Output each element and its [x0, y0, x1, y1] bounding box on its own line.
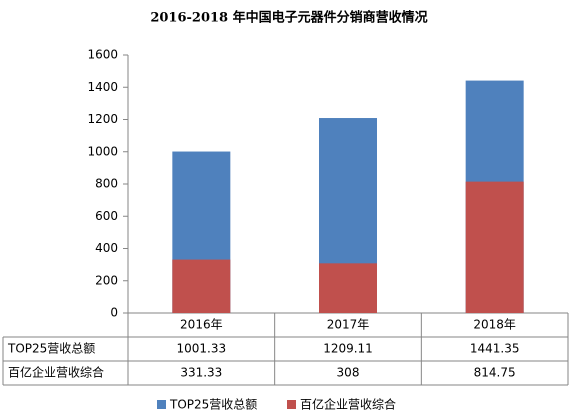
table-row-label: TOP25营收总额: [7, 342, 95, 356]
bar: [465, 181, 524, 313]
x-tick-label: 2017年: [327, 318, 370, 332]
legend-label: TOP25营收总额: [169, 398, 257, 412]
legend-swatch: [157, 400, 166, 409]
table-row-label: 百亿企业营收综合: [8, 365, 104, 380]
chart-title: 2016-2018 年中国电子元器件分销商营收情况: [150, 10, 427, 26]
bar: [319, 263, 377, 313]
y-tick-label: 600: [95, 209, 118, 223]
x-tick-label: 2018年: [473, 318, 516, 332]
x-tick-label: 2016年: [180, 318, 223, 332]
table-value: 308: [337, 366, 360, 380]
y-tick-label: 200: [95, 273, 118, 287]
table-value: 1001.33: [177, 342, 227, 356]
y-tick-label: 400: [95, 241, 118, 255]
bar: [172, 259, 231, 313]
legend-label: 百亿企业营收综合: [300, 397, 396, 412]
table-value: 1209.11: [323, 342, 373, 356]
y-tick-label: 800: [95, 177, 118, 191]
table-value: 331.33: [180, 366, 222, 380]
y-tick-label: 1000: [87, 144, 118, 158]
table-value: 1441.35: [470, 342, 520, 356]
table-value: 814.75: [474, 366, 516, 380]
y-tick-label: 1400: [87, 80, 118, 94]
y-tick-label: 1200: [87, 112, 118, 126]
y-tick-label: 1600: [87, 48, 118, 62]
legend-swatch: [287, 400, 296, 409]
y-tick-label: 0: [110, 306, 118, 320]
